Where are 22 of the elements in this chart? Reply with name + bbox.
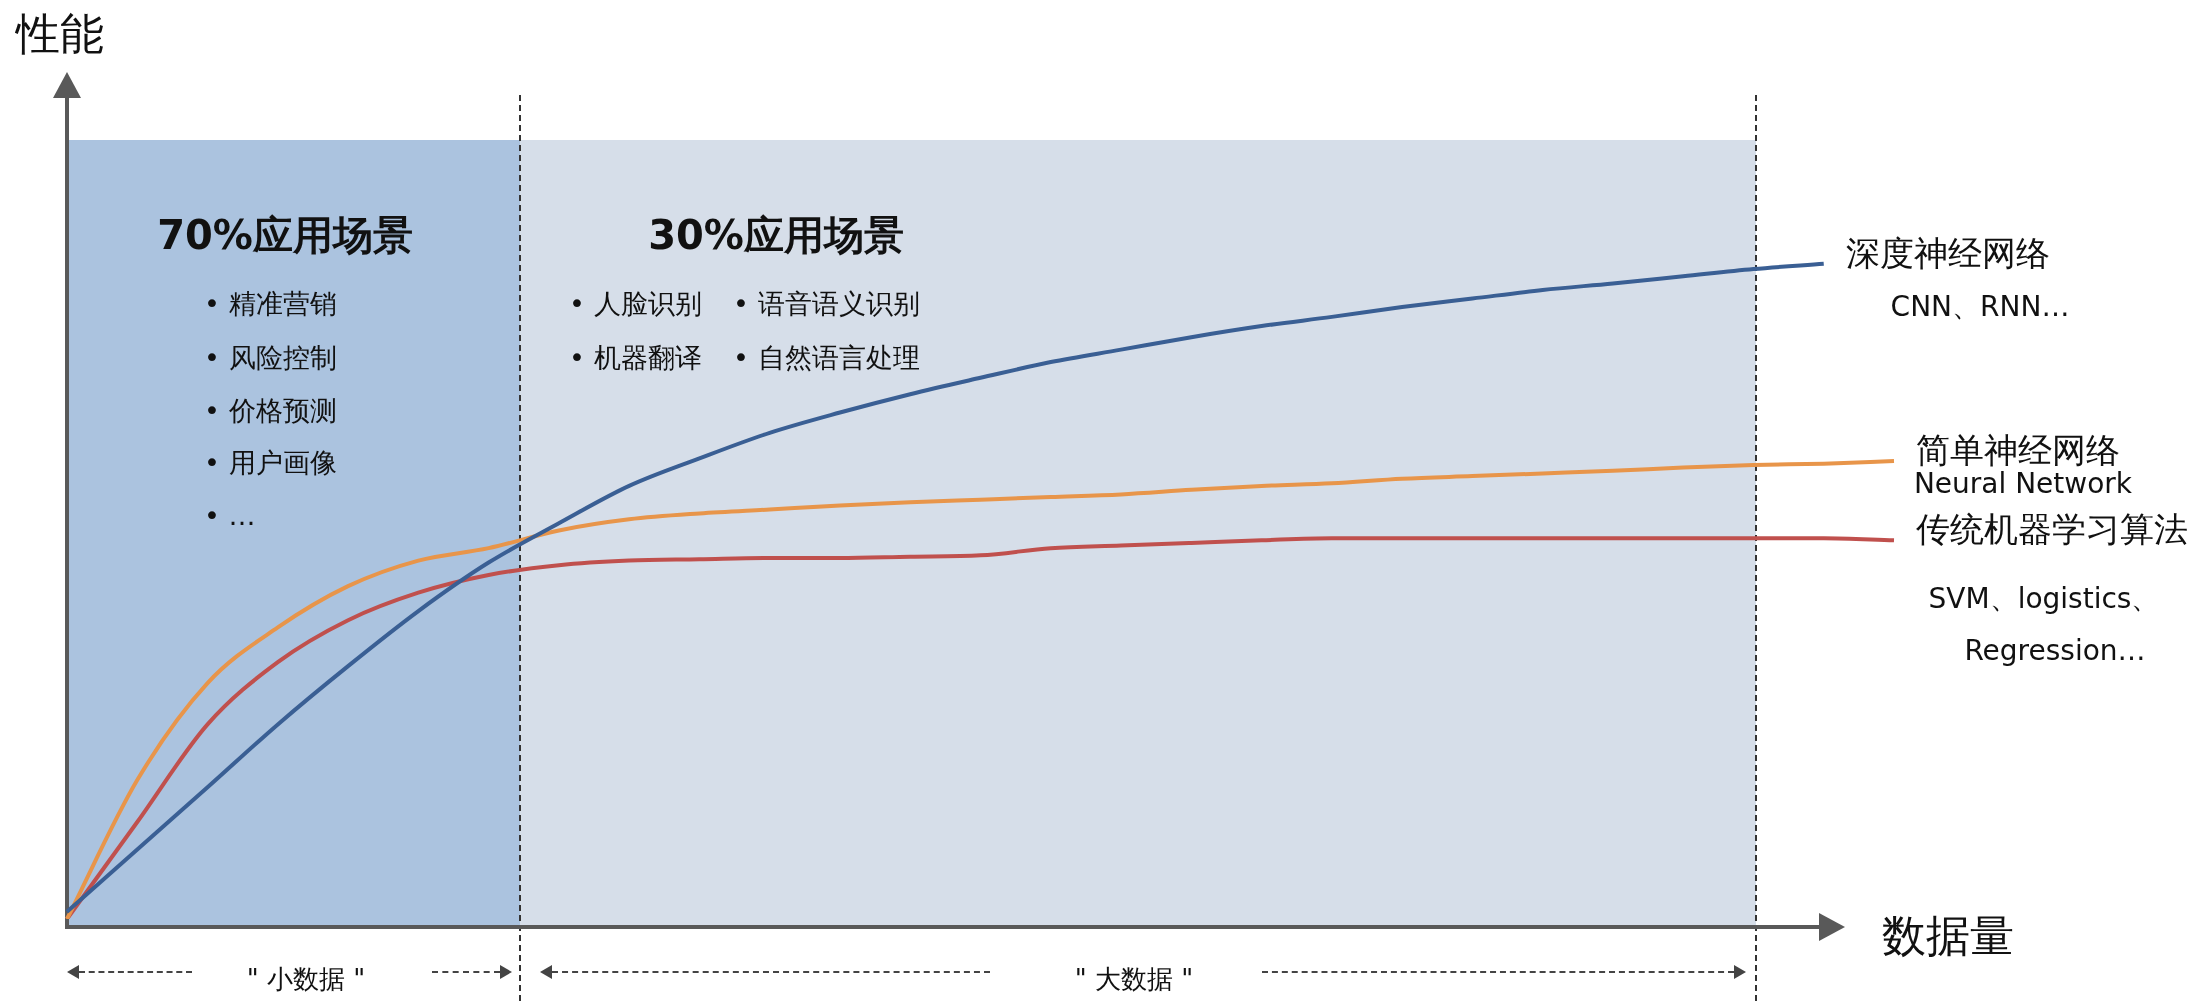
annotation: CNN、RNN… <box>1890 290 2070 324</box>
y-axis-title: 性能 <box>14 8 104 60</box>
text: Regression… <box>1964 634 2146 668</box>
annotation: • 价格预测 <box>204 395 337 427</box>
text: " 小数据 " <box>246 963 366 994</box>
annotation: • 语音语义识别 <box>733 288 920 320</box>
x-axis-title: 数据量 <box>1882 910 2014 962</box>
series-label: 简单神经网络 <box>1916 429 2120 470</box>
text: " 大数据 " <box>1074 963 1194 994</box>
annotation: SVM、logistics、 <box>1928 582 2160 616</box>
annotation: • 人脸识别 <box>569 288 702 320</box>
text: 70%应用场景 <box>157 212 413 259</box>
annotation: • 自然语言处理 <box>733 342 920 374</box>
annotation: Neural Network <box>1913 467 2133 501</box>
series-label: 深度神经网络 <box>1845 232 2050 273</box>
annotation: • 机器翻译 <box>569 342 702 374</box>
annotation: • … <box>204 500 256 532</box>
annotation: • 用户画像 <box>204 447 337 479</box>
series-label: 传统机器学习算法 <box>1916 509 2188 550</box>
annotation: • 精准营销 <box>204 288 337 320</box>
annotation: • 风险控制 <box>204 342 337 374</box>
text: 30%应用场景 <box>648 212 904 259</box>
